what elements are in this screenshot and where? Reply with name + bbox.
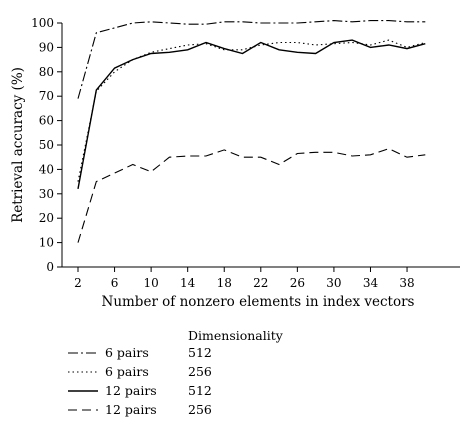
series-lines — [77, 20, 426, 243]
x-tick-label: 30 — [326, 276, 341, 290]
legend-dimensionality: 512 — [188, 345, 212, 360]
x-axis-ticks: 2 6 10 14 18 22 26 30 34 38 — [74, 267, 415, 290]
legend: Dimensionality 6 pairs 512 6 pairs 256 12 pa… — [68, 328, 284, 417]
y-tick-label: 30 — [39, 187, 54, 201]
series-line-1 — [77, 20, 426, 99]
x-tick-label: 38 — [399, 276, 414, 290]
legend-series-name: 12 pairs — [105, 383, 157, 398]
series-line-3 — [77, 39, 426, 190]
legend-dimensionality: 256 — [188, 402, 212, 417]
x-tick-label: 34 — [363, 276, 379, 290]
x-tick-label: 22 — [253, 276, 268, 290]
x-axis-title: Number of nonzero elements in index vect… — [102, 294, 415, 310]
y-tick-label: 60 — [39, 114, 54, 128]
legend-dimensionality: 512 — [188, 383, 212, 398]
y-tick-label: 20 — [39, 211, 54, 225]
series-line-4 — [77, 148, 426, 243]
y-tick-label: 90 — [39, 40, 54, 54]
y-axis-ticks: 0 10 20 30 40 50 60 70 80 90 100 — [31, 16, 62, 274]
x-tick-label: 14 — [180, 276, 196, 290]
y-tick-label: 70 — [39, 89, 54, 103]
y-tick-label: 40 — [39, 162, 54, 176]
legend-title: Dimensionality — [188, 328, 284, 343]
legend-dimensionality: 256 — [188, 364, 212, 379]
y-tick-label: 50 — [39, 138, 54, 152]
y-tick-label: 100 — [31, 16, 54, 30]
x-tick-label: 6 — [111, 276, 119, 290]
y-tick-label: 10 — [39, 236, 54, 250]
legend-series-name: 6 pairs — [105, 345, 149, 360]
x-tick-label: 2 — [74, 276, 82, 290]
y-axis-title: Retrieval accuracy (%) — [10, 67, 26, 223]
x-tick-label: 26 — [290, 276, 305, 290]
y-tick-label: 0 — [46, 260, 54, 274]
legend-series-name: 6 pairs — [105, 364, 149, 379]
x-tick-label: 10 — [143, 276, 158, 290]
y-tick-label: 80 — [39, 65, 54, 79]
x-tick-label: 18 — [217, 276, 232, 290]
legend-series-name: 12 pairs — [105, 402, 157, 417]
